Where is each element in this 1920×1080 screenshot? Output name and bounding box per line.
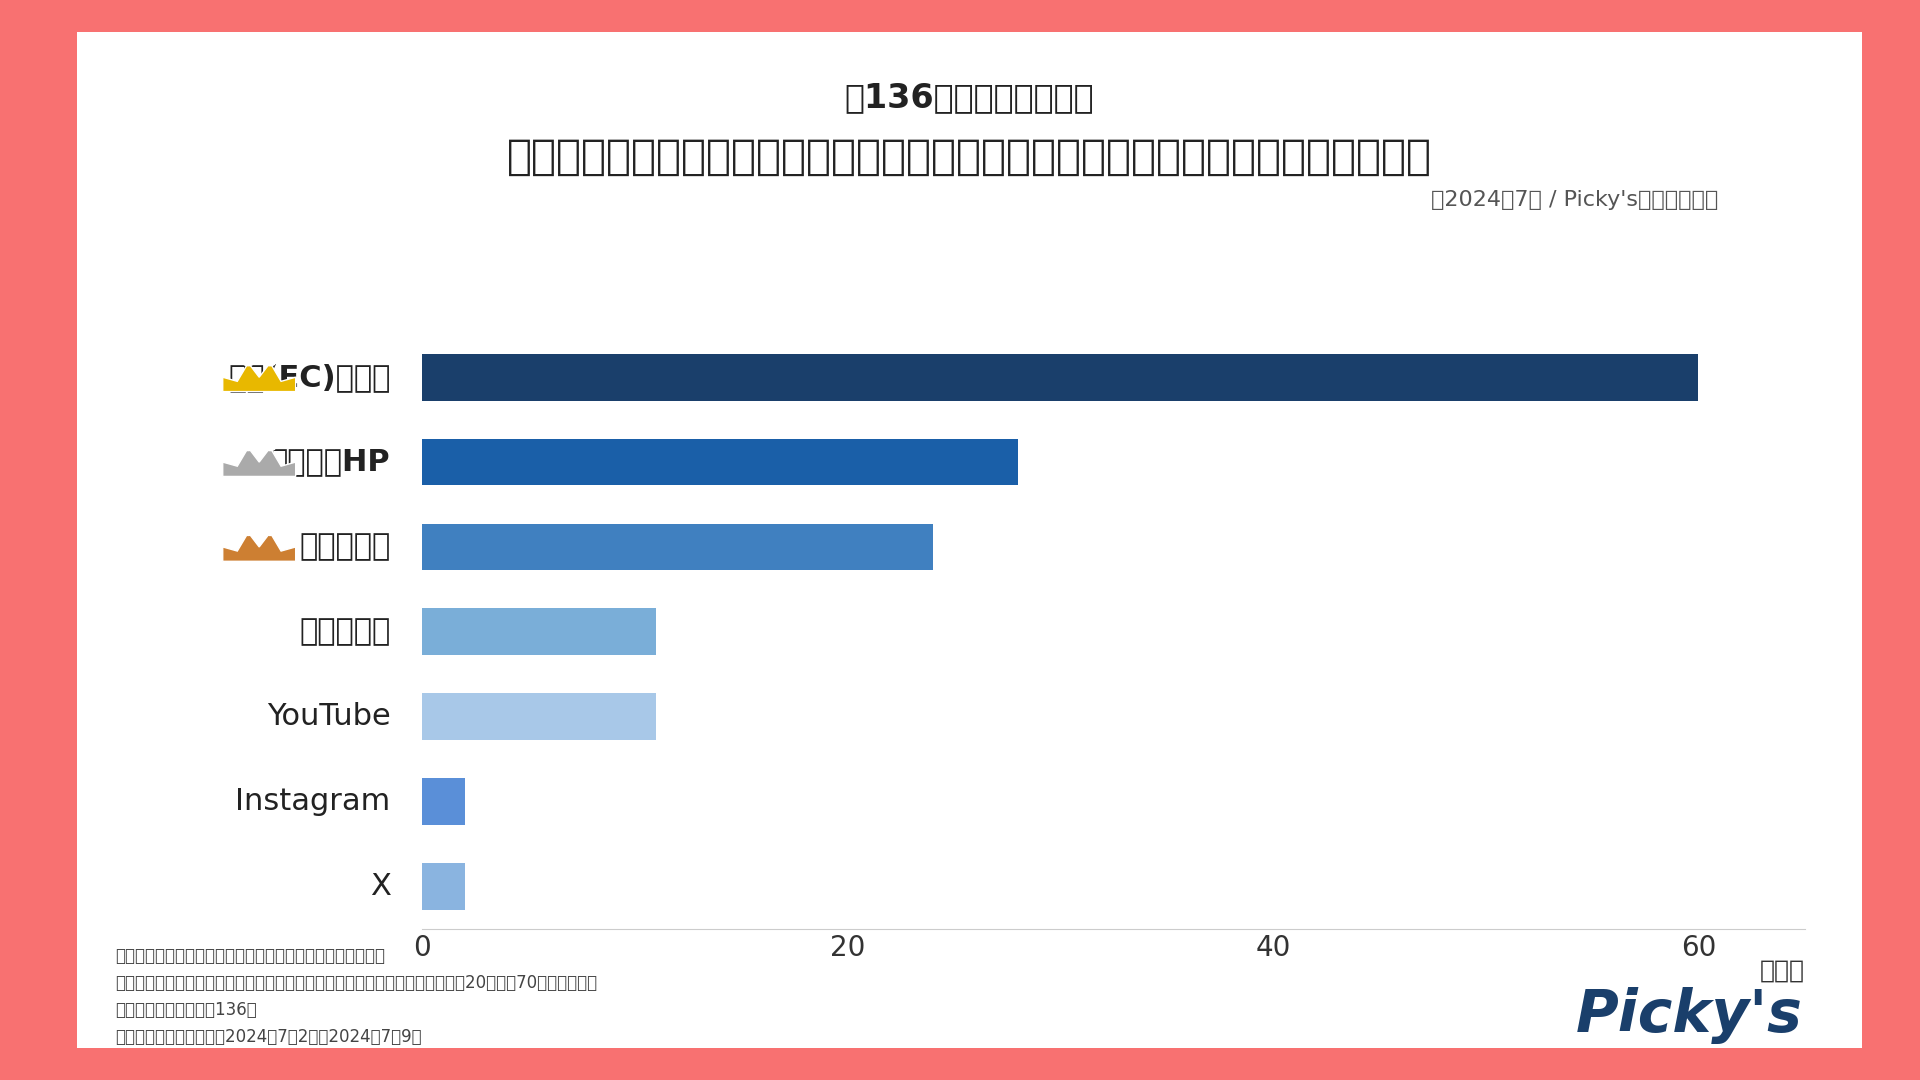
- Text: YouTube: YouTube: [267, 702, 390, 731]
- Text: X: X: [371, 872, 390, 901]
- Text: メーカーHP: メーカーHP: [271, 447, 390, 476]
- FancyBboxPatch shape: [60, 23, 1880, 1057]
- Bar: [422, 608, 657, 656]
- Text: あなたが今回のテントサウナを選ぶ際に、一番参考にしたものを教えてください。: あなたが今回のテントサウナを選ぶ際に、一番参考にしたものを教えてください。: [507, 136, 1432, 177]
- Text: Instagram: Instagram: [236, 787, 390, 816]
- Text: 通販(EC)サイト: 通販(EC)サイト: [228, 363, 390, 392]
- Text: （人）: （人）: [1761, 959, 1805, 983]
- Text: （2024年7月 / Picky's編集部調べ）: （2024年7月 / Picky's編集部調べ）: [1430, 190, 1718, 210]
- Bar: [422, 863, 465, 909]
- Bar: [422, 354, 1699, 401]
- Bar: [422, 693, 657, 740]
- Bar: [422, 438, 1018, 485]
- Text: ・アンケート対象者：テントサウナを購入した・購入を考えていると回答した20代から70代までの男女: ・アンケート対象者：テントサウナを購入した・購入を考えていると回答した20代から…: [115, 974, 597, 991]
- Text: 比較サイト: 比較サイト: [300, 532, 390, 562]
- Bar: [422, 524, 933, 570]
- Text: ・アンケート回答数：136名: ・アンケート回答数：136名: [115, 1001, 257, 1018]
- Text: ・算出方法：インターネット上でのアンケート結果を集計。: ・算出方法：インターネット上でのアンケート結果を集計。: [115, 947, 386, 964]
- Text: 個人ブログ: 個人ブログ: [300, 618, 390, 646]
- Text: ・アンケート集計期間：2024年7月2日〜2024年7月9日: ・アンケート集計期間：2024年7月2日〜2024年7月9日: [115, 1028, 422, 1045]
- Bar: [422, 779, 465, 825]
- Text: 【136人にアンケート】: 【136人にアンケート】: [845, 81, 1094, 113]
- Text: Picky's: Picky's: [1576, 987, 1803, 1043]
